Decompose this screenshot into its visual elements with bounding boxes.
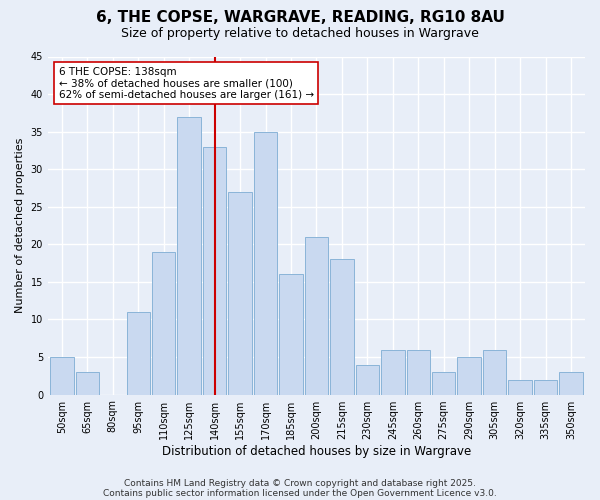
Text: Size of property relative to detached houses in Wargrave: Size of property relative to detached ho… <box>121 28 479 40</box>
Bar <box>229 192 252 394</box>
Bar <box>508 380 532 394</box>
Text: Contains HM Land Registry data © Crown copyright and database right 2025.: Contains HM Land Registry data © Crown c… <box>124 478 476 488</box>
Bar <box>330 260 353 394</box>
Bar <box>178 116 201 394</box>
Bar <box>203 146 226 394</box>
Y-axis label: Number of detached properties: Number of detached properties <box>15 138 25 313</box>
Bar <box>356 364 379 394</box>
Bar <box>127 312 150 394</box>
Bar <box>76 372 99 394</box>
Bar <box>559 372 583 394</box>
Bar <box>381 350 404 395</box>
Bar <box>432 372 455 394</box>
Bar <box>50 357 74 395</box>
Bar <box>534 380 557 394</box>
Text: 6, THE COPSE, WARGRAVE, READING, RG10 8AU: 6, THE COPSE, WARGRAVE, READING, RG10 8A… <box>95 10 505 25</box>
Bar <box>407 350 430 395</box>
Text: 6 THE COPSE: 138sqm
← 38% of detached houses are smaller (100)
62% of semi-detac: 6 THE COPSE: 138sqm ← 38% of detached ho… <box>59 66 314 100</box>
Bar <box>254 132 277 394</box>
X-axis label: Distribution of detached houses by size in Wargrave: Distribution of detached houses by size … <box>162 444 471 458</box>
Bar <box>457 357 481 395</box>
Text: Contains public sector information licensed under the Open Government Licence v3: Contains public sector information licen… <box>103 488 497 498</box>
Bar <box>305 237 328 394</box>
Bar <box>279 274 303 394</box>
Bar <box>152 252 175 394</box>
Bar <box>483 350 506 395</box>
